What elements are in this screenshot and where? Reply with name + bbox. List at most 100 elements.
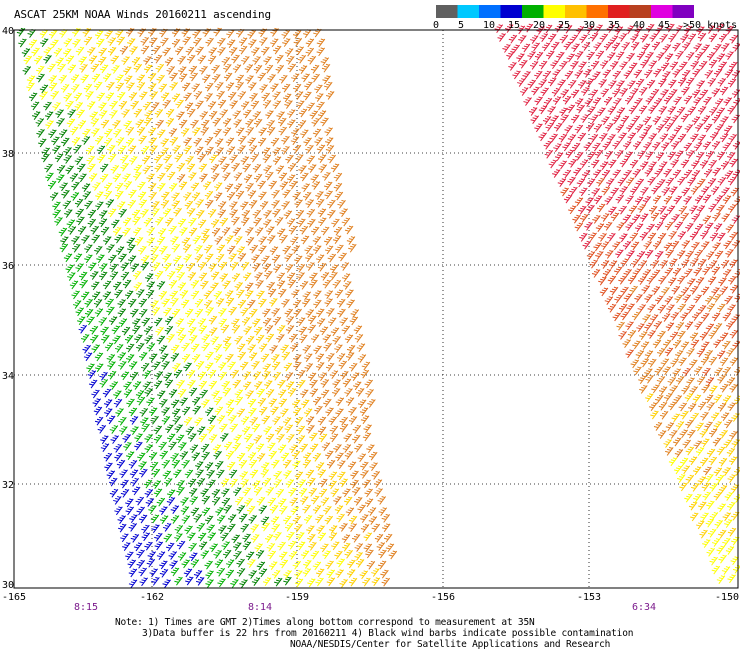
wind-barb [238,135,247,145]
wind-barb [103,452,113,462]
wind-barb [724,69,734,79]
wind-barb [253,435,263,444]
wind-barb [143,326,153,335]
wind-barb [322,172,331,181]
wind-barb [598,232,607,242]
wind-barb [709,511,719,521]
wind-barb [247,398,257,408]
wind-barb [100,443,110,452]
wind-barb [353,381,362,391]
wind-barb [729,430,738,440]
wind-barb [171,192,180,202]
wind-barb [242,381,252,391]
wind-barb [265,486,275,496]
wind-barb [263,426,272,435]
wind-barb [170,567,180,577]
wind-barb [547,106,556,115]
wind-barb [366,444,375,454]
wind-barb [294,416,304,426]
wind-barb [117,352,127,361]
wind-barb [315,462,325,471]
wind-barb [251,534,260,543]
wind-barb [713,467,723,477]
wind-barb [85,145,95,155]
wind-barb [663,242,673,252]
wind-barb [703,466,712,476]
wind-barb [288,225,298,235]
wind-barb [331,218,340,228]
wind-barb [254,326,263,336]
wind-barb [615,249,624,259]
wind-barb [140,362,150,372]
wind-barb [247,452,257,461]
wind-barb [247,344,256,354]
wind-barb [691,116,701,126]
wind-barb [623,169,632,179]
wind-barb [98,56,107,66]
wind-barb [83,36,93,46]
wind-barb [293,37,303,47]
wind-barb [262,317,272,327]
wind-barb [581,170,591,179]
wind-barb [219,423,228,433]
wind-barb [734,268,740,278]
legend-swatch [436,5,458,18]
wind-barb [309,443,319,453]
wind-barb [250,153,259,163]
wind-barb [565,149,575,159]
wind-barb [91,291,101,301]
wind-barb [99,378,109,388]
wind-barb [120,488,130,498]
wind-barb [177,218,187,228]
wind-barb [216,469,225,479]
wind-barb [708,330,717,340]
wind-barb [335,244,344,254]
east-swath-barbs [494,23,740,584]
wind-barb [728,275,737,285]
wind-barb [628,205,638,215]
wind-barb [129,416,139,425]
wind-barb [592,142,601,152]
wind-barb [636,250,646,260]
wind-barb [709,385,718,395]
wind-barb [689,359,698,369]
wind-barb [664,122,674,132]
wind-barb [681,240,691,249]
wind-barb [357,399,367,409]
wind-barb [172,363,181,372]
wind-barb [247,137,256,147]
wind-barb [221,227,231,236]
wind-barb [292,30,302,39]
wind-barb [149,145,158,154]
wind-barb [348,515,358,525]
wind-barb [217,99,227,109]
wind-barb [217,578,226,588]
wind-barb [321,63,331,73]
wind-barb [663,95,673,105]
wind-barb [161,361,170,370]
wind-barb [233,183,243,193]
wind-barb [303,91,312,101]
wind-barb [374,488,383,497]
wind-barb [86,363,95,373]
wind-barb [40,38,49,48]
wind-barb [201,228,210,238]
wind-barb [731,114,740,124]
wind-barb [146,173,155,183]
wind-barb [357,453,367,463]
wind-barb [625,195,634,205]
wind-barb [556,51,565,61]
wind-barb [154,270,164,280]
wind-barb [521,43,531,53]
wind-barb [692,466,702,476]
wind-barb [210,282,219,292]
wind-barb [357,504,366,514]
wind-barb [669,61,679,71]
wind-barb [681,187,691,197]
wind-barb [373,479,383,488]
wind-barb [672,339,682,349]
wind-barb [329,264,339,274]
wind-barb [727,474,736,483]
wind-barb [252,262,261,272]
wind-barb [297,54,307,64]
